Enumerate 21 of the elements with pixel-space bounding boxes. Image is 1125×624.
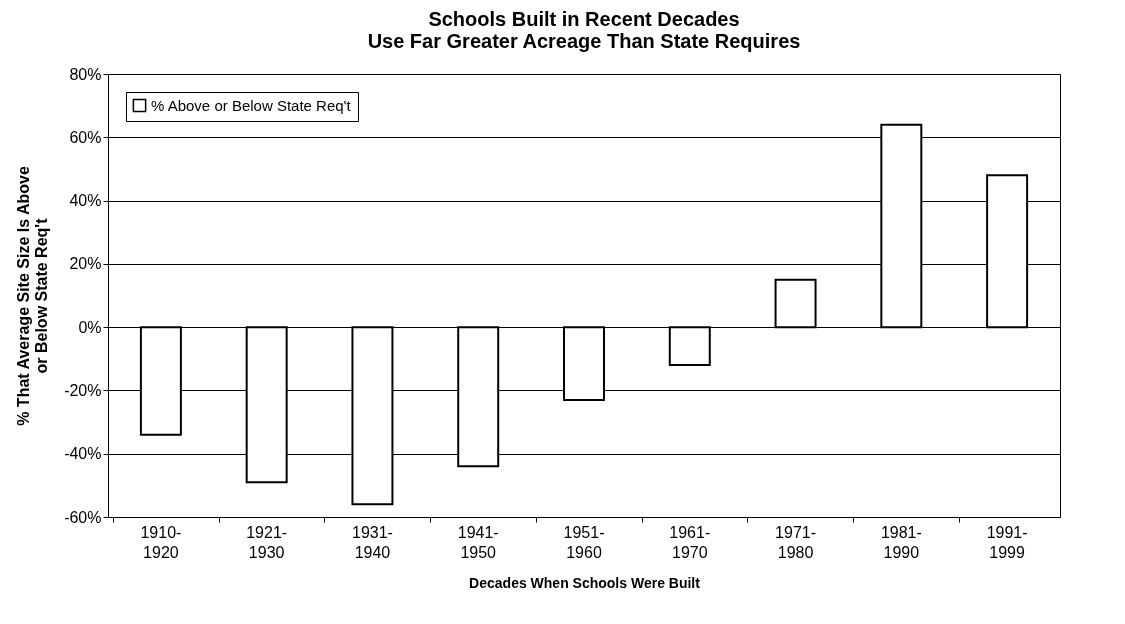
- x-tick-label: 1951-1960: [563, 523, 605, 561]
- y-tick-label: -60%: [64, 508, 102, 526]
- y-tick-label: -40%: [64, 445, 102, 463]
- x-tick-label: 1910-1920: [140, 523, 182, 561]
- chart-title: Schools Built in Recent Decades Use Far Greater Acreage Than State Requires: [367, 8, 801, 52]
- y-tick-label: 20%: [69, 255, 102, 273]
- x-tick-label: 1991-1999: [986, 523, 1028, 561]
- y-tick-label: 0%: [78, 318, 102, 336]
- x-tick-label: 1921-1930: [246, 523, 288, 561]
- x-axis-title: Decades When Schools Were Built: [469, 574, 701, 591]
- y-tick-label: -20%: [64, 381, 102, 399]
- y-axis-title: % That Average Site Size Is Above or Below State Req't: [15, 166, 51, 426]
- x-tick-label: 1931-1940: [351, 523, 393, 561]
- legend-label: % Above or Below State Req't: [151, 96, 352, 114]
- x-tick-label: 1981-1990: [880, 523, 922, 561]
- x-tick-label: 1961-1970: [669, 523, 711, 561]
- y-tick-label: 80%: [69, 65, 102, 83]
- y-tick-label: 60%: [69, 128, 102, 146]
- x-tick-label: 1941-1950: [457, 523, 499, 561]
- x-tick-label: 1971-1980: [775, 523, 817, 561]
- y-tick-label: 40%: [69, 192, 102, 210]
